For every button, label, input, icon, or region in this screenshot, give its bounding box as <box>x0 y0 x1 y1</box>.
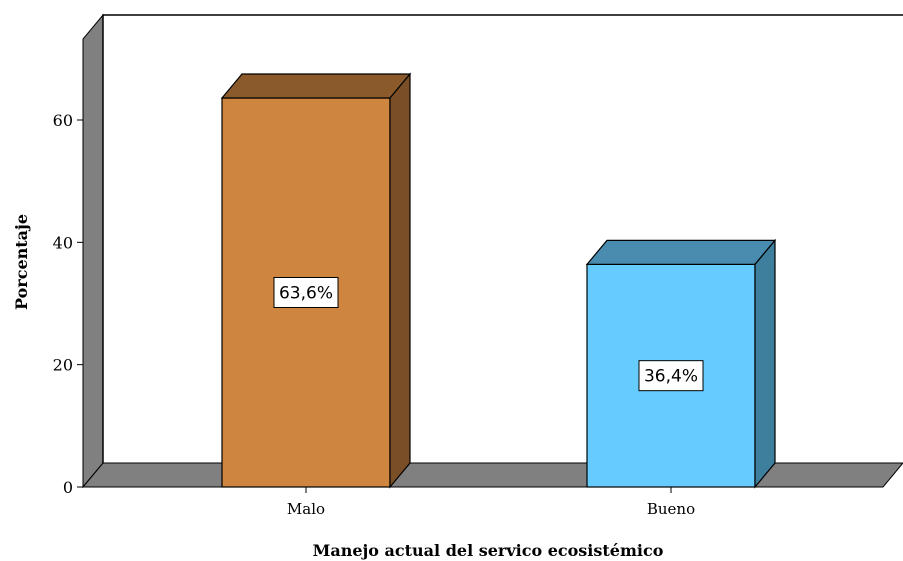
bar-top <box>220 73 412 99</box>
y-tick-label: 60 <box>53 111 73 130</box>
x-axis-title: Manejo actual del servico ecosistémico <box>313 541 664 560</box>
data-label: 36,4% <box>644 367 698 387</box>
side-wall <box>82 13 104 489</box>
data-label-box <box>638 360 704 392</box>
x-tick-label: Bueno <box>647 500 695 518</box>
bar-bueno: 36,4% <box>585 238 777 489</box>
data-label-box <box>273 276 339 308</box>
y-axis-title: Porcentaje <box>12 214 31 310</box>
chart-walls <box>81 13 903 489</box>
floor <box>81 462 903 488</box>
y-tick-label: 20 <box>53 356 73 375</box>
bar-top <box>585 239 777 265</box>
back-wall-edge <box>102 14 903 463</box>
x-tick-label: Malo <box>287 500 325 518</box>
y-axis: 0 20 40 60 <box>53 39 84 497</box>
bar-malo: 63,6% <box>220 72 412 489</box>
bar-side <box>389 72 411 489</box>
bars: 63,6% Malo 36,4% Bueno <box>220 72 777 518</box>
y-tick-label: 0 <box>63 478 73 497</box>
y-tick-label: 40 <box>53 233 73 252</box>
data-label: 63,6% <box>279 283 333 303</box>
bar-side <box>754 238 776 489</box>
